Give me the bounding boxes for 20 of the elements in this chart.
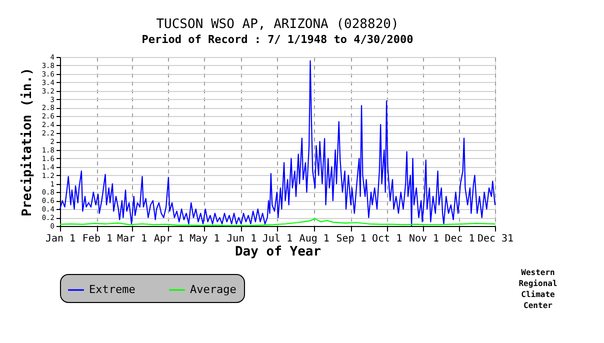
x-tick-label: Oct 1	[372, 234, 402, 244]
x-tick-label: Jun 1	[226, 234, 257, 244]
chart-subtitle: Period of Record : 7/ 1/1948 to 4/30/2000	[142, 33, 414, 46]
legend-label: Average	[190, 283, 236, 296]
x-tick-label: Nov 1	[408, 234, 440, 244]
legend-label: Extreme	[89, 283, 136, 296]
x-tick-label: Jul 1	[262, 234, 292, 244]
y-axis-title: Precipitation (in.)	[20, 68, 35, 216]
x-tick-label: May 1	[190, 234, 220, 244]
x-tick-label: Feb 1	[82, 234, 112, 244]
x-tick-label: Jan 1	[45, 234, 76, 244]
x-tick-label: Sep 1	[336, 234, 366, 244]
chart-title: TUCSON WSO AP, ARIZONA (028820)	[156, 17, 399, 32]
x-axis-title: Day of Year	[234, 244, 322, 260]
text: Western Regional Climate Center	[518, 268, 558, 310]
x-tick-label: Dec 1	[444, 234, 475, 244]
x-tick-label: Aug 1	[299, 234, 330, 244]
x-tick-label: Mar 1	[116, 234, 148, 244]
x-tick-label: Dec 31	[477, 234, 514, 244]
x-tick-label: Apr 1	[154, 234, 184, 244]
